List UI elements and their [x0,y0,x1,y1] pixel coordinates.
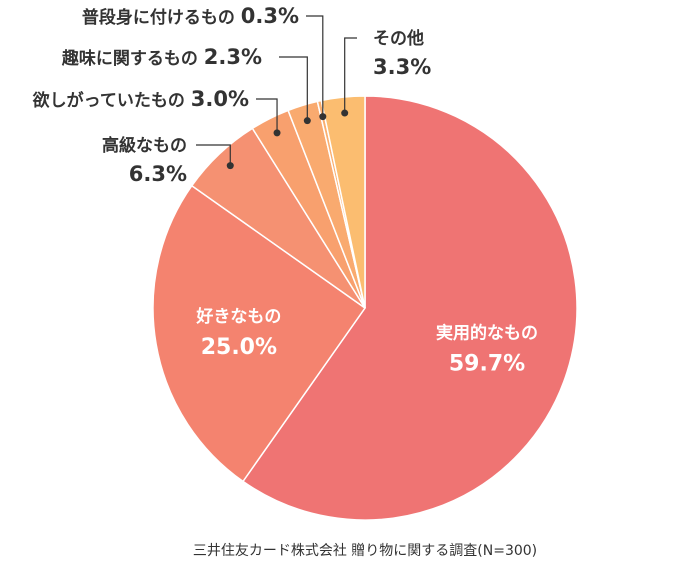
slice-labels: 実用的なもの 59.7% 好きなもの 25.0% 高級なもの 6.3% 欲しがっていたもの … [32,4,538,377]
pie-slice-7 [320,95,366,309]
slice-label-value-5: 2.3% [204,45,262,69]
slice-label-value-4: 3.0% [191,87,249,111]
slice-label-name-6: 普段身に付けるもの [82,7,241,28]
slice-label-value-6: 0.3% [241,4,299,28]
pie-slice-2 [152,184,367,483]
leader-line-3 [196,144,231,166]
slice-label-name-7: その他 [373,28,424,49]
slice-label-6: 普段身に付けるもの 0.3% [82,4,299,28]
leader-line-5 [279,56,308,121]
slice-label-name-1: 実用的なもの [436,323,538,344]
slice-label-value-3: 6.3% [129,162,187,186]
leader-line-7 [344,37,357,114]
pie-slices [152,95,578,521]
slice-label-value-7: 3.3% [373,55,431,79]
slice-label-value-2: 25.0% [201,335,277,360]
slice-label-name-3: 高級なもの [102,135,187,156]
leader-line-4 [256,98,278,133]
slice-label-5: 趣味に関するもの 2.3% [61,45,262,69]
leader-lines [196,15,357,170]
pie-slice-1 [241,95,578,521]
slice-label-name-5: 趣味に関するもの [61,48,204,69]
slice-label-value-1: 59.7% [449,352,525,377]
slice-label-name-2: 好きなもの [195,306,281,327]
slice-label-name-4: 欲しがっていたもの [32,90,191,111]
source-caption: 三井住友カード株式会社 贈り物に関する調査(N=300) [193,543,537,559]
slice-label-4: 欲しがっていたもの 3.0% [32,87,249,111]
leader-line-6 [306,15,324,117]
